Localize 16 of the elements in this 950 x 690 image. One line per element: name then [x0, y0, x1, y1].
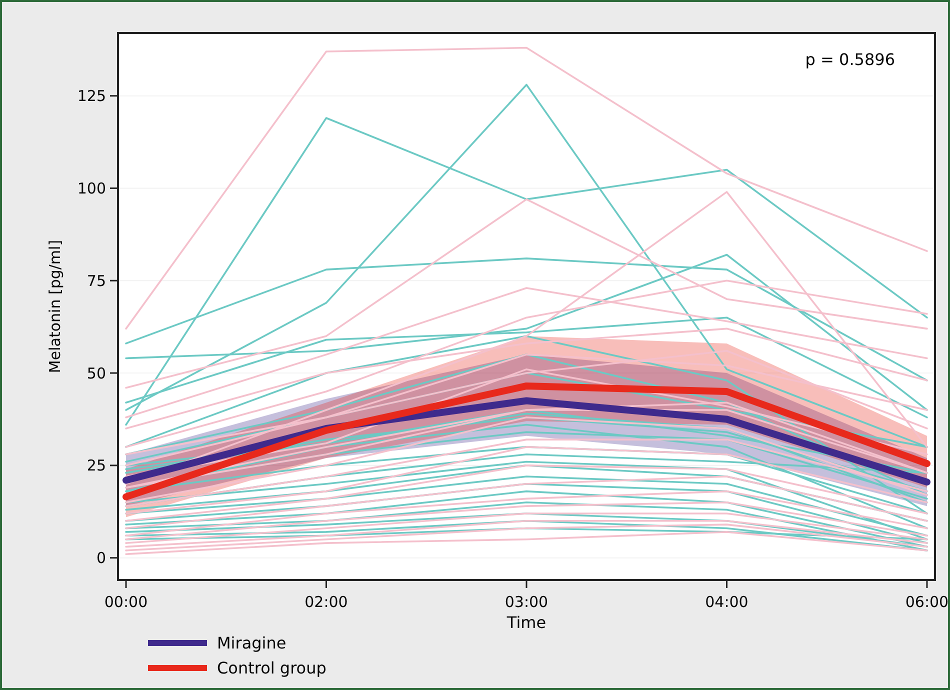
y-tick-label: 75 — [86, 272, 106, 290]
x-tick-label: 00:00 — [104, 593, 148, 611]
y-axis-title: Melatonin [pg/ml] — [46, 240, 64, 374]
y-tick-label: 125 — [77, 87, 106, 106]
x-tick-label: 02:00 — [304, 593, 348, 611]
y-tick-label: 25 — [86, 456, 106, 475]
x-tick-label: 03:00 — [504, 593, 548, 611]
y-tick-label: 50 — [86, 364, 106, 382]
annotation: p = 0.5896 — [805, 50, 895, 69]
y-tick-label: 100 — [77, 179, 106, 198]
y-tick-label: 0 — [96, 549, 106, 568]
legend-label: Miragine — [217, 634, 286, 653]
legend-label: Control group — [217, 658, 326, 678]
x-tick-label: 04:00 — [705, 593, 748, 611]
x-tick-label: 06:00 — [905, 593, 949, 611]
x-axis-title: Time — [506, 613, 546, 632]
